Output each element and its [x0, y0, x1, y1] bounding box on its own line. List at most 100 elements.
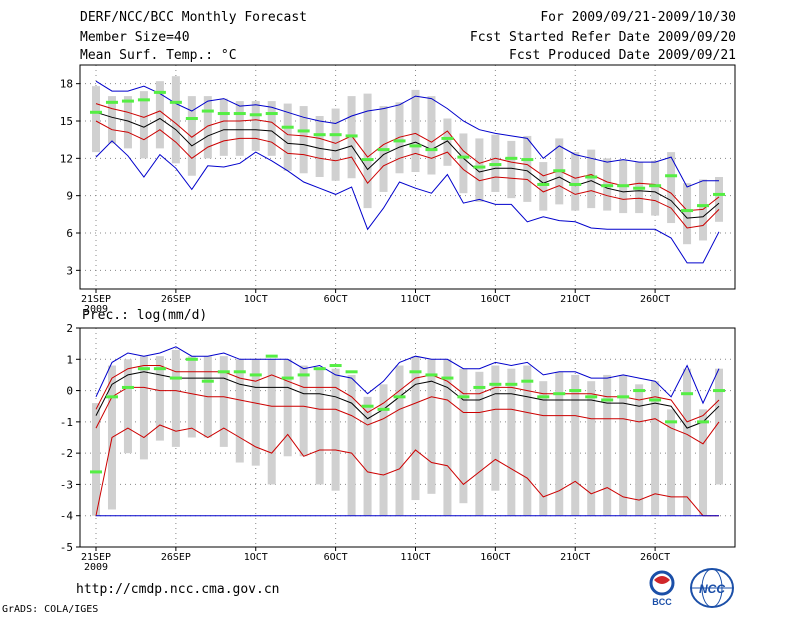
- prec-range-box-5: [171, 349, 180, 447]
- temp-range-box-24: [475, 138, 484, 202]
- prec-median-marker-15: [329, 364, 342, 368]
- bcc-logo: BCC: [649, 570, 675, 607]
- prec-median-marker-31: [585, 395, 598, 399]
- temp-range-box-13: [299, 106, 308, 174]
- prec-median-marker-32: [601, 398, 614, 402]
- prec-xtick-label-7: 26OCT: [640, 552, 670, 563]
- temp-range-box-2: [123, 96, 132, 149]
- temp-min-line: [95, 140, 720, 264]
- prec-ytick-label-4: -1: [60, 416, 73, 429]
- prec-range-box-23: [459, 368, 468, 504]
- temp-range-box-28: [539, 162, 548, 211]
- temp-median-marker-10: [249, 113, 262, 117]
- temp-median-marker-28: [537, 182, 550, 186]
- temp-range-box-5: [171, 76, 180, 164]
- temp-median-marker-3: [137, 98, 150, 102]
- prec-range-box-37: [683, 368, 692, 516]
- temp-xtick-label-4: 11OCT: [400, 294, 430, 305]
- prec-range-box-34: [635, 384, 644, 516]
- prec-ytick-label-2: -3: [60, 478, 73, 491]
- temp-mean-line: [95, 111, 720, 219]
- temp-xtick-label-1: 26SEP: [161, 294, 191, 305]
- prec-median-marker-35: [649, 398, 662, 402]
- temp-range-box-1: [107, 96, 116, 144]
- prec-median-marker-30: [569, 389, 582, 393]
- prec-median-marker-25: [489, 382, 502, 386]
- prec-ytick-label-0: -5: [60, 541, 73, 554]
- temp-frame: [79, 64, 736, 290]
- prec-xtick-label-5: 16OCT: [480, 552, 510, 563]
- temp-range-box-6: [187, 96, 196, 176]
- prec-lower-percentile-line: [95, 386, 720, 445]
- prec-median-marker-7: [201, 379, 214, 383]
- prec-range-box-10: [251, 359, 260, 466]
- temp-median-marker-17: [361, 158, 374, 162]
- prec-range-box-22: [443, 359, 452, 516]
- temp-range-box-8: [219, 98, 228, 156]
- prec-min-line: [95, 424, 719, 517]
- temp-median-marker-21: [425, 148, 438, 152]
- temp-median-marker-9: [233, 112, 246, 116]
- temp-median-marker-25: [489, 163, 502, 167]
- temp-xtick-label-6: 21OCT: [560, 294, 590, 305]
- prec-median-marker-8: [217, 370, 230, 374]
- prec-median-marker-39: [713, 389, 725, 393]
- temp-median-marker-34: [633, 186, 646, 190]
- prec-range-box-19: [395, 365, 404, 516]
- temp-range-box-36: [667, 152, 676, 224]
- prec-range-box-0: [92, 403, 100, 516]
- prec-ytick-label-3: -2: [60, 447, 73, 460]
- temp-range-box-35: [651, 160, 660, 216]
- prec-median-marker-22: [441, 376, 454, 380]
- prec-range-box-31: [587, 381, 596, 516]
- prec-median-marker-2: [121, 385, 134, 389]
- temp-range-box-21: [427, 96, 436, 175]
- prec-median-marker-12: [281, 376, 294, 380]
- prec-range-box-36: [667, 409, 676, 516]
- temp-median-marker-30: [569, 182, 582, 186]
- prec-range-box-14: [315, 368, 324, 485]
- temp-max-line: [95, 80, 719, 188]
- variable-label: Mean Surf. Temp.: °C: [80, 48, 237, 63]
- temp-upper-percentile-line: [95, 103, 720, 212]
- prec-xtick-label-3: 6OCT: [324, 552, 348, 563]
- temp-median-marker-7: [201, 109, 214, 113]
- prec-range-box-18: [379, 384, 388, 516]
- prec-median-marker-36: [665, 420, 678, 424]
- temp-range-box-37: [683, 183, 692, 245]
- temp-xtick-year-0: 2009: [84, 304, 108, 315]
- prec-ytick-label-1: -4: [60, 510, 74, 523]
- temp-median-marker-8: [217, 112, 230, 116]
- temp-median-marker-0: [90, 110, 102, 114]
- temp-range-box-15: [331, 108, 340, 181]
- temp-median-marker-32: [601, 184, 614, 188]
- prec-median-marker-0: [90, 470, 102, 474]
- temp-range-box-11: [267, 101, 276, 156]
- source-url[interactable]: http://cmdp.ncc.cma.gov.cn: [76, 582, 280, 597]
- temp-median-marker-19: [393, 139, 406, 143]
- ncc-logo: NCC: [690, 568, 734, 608]
- temp-median-marker-13: [297, 129, 310, 133]
- chart-title: DERF/NCC/BCC Monthly Forecast: [80, 10, 307, 25]
- temp-range-box-27: [523, 135, 532, 202]
- grads-credit: GrADS: COLA/IGES: [2, 604, 99, 615]
- prec-median-marker-14: [313, 367, 326, 371]
- prec-xtick-label-1: 26SEP: [161, 552, 191, 563]
- temp-median-marker-15: [329, 133, 342, 137]
- prec-max-line: [95, 346, 720, 405]
- temp-median-marker-29: [553, 169, 566, 173]
- prec-range-box-39: [715, 368, 723, 485]
- prec-median-marker-16: [345, 370, 358, 374]
- temp-median-marker-18: [377, 148, 390, 152]
- prec-median-marker-33: [617, 395, 630, 399]
- temp-range-box-17: [363, 93, 372, 209]
- prec-range-box-12: [283, 359, 292, 457]
- member-size-label: Member Size=40: [80, 30, 190, 45]
- temp-range-box-19: [395, 102, 404, 174]
- temp-range-box-31: [587, 149, 596, 209]
- temp-median-marker-11: [265, 112, 278, 116]
- prec-range-box-29: [555, 371, 564, 516]
- temp-range-box-4: [155, 81, 164, 149]
